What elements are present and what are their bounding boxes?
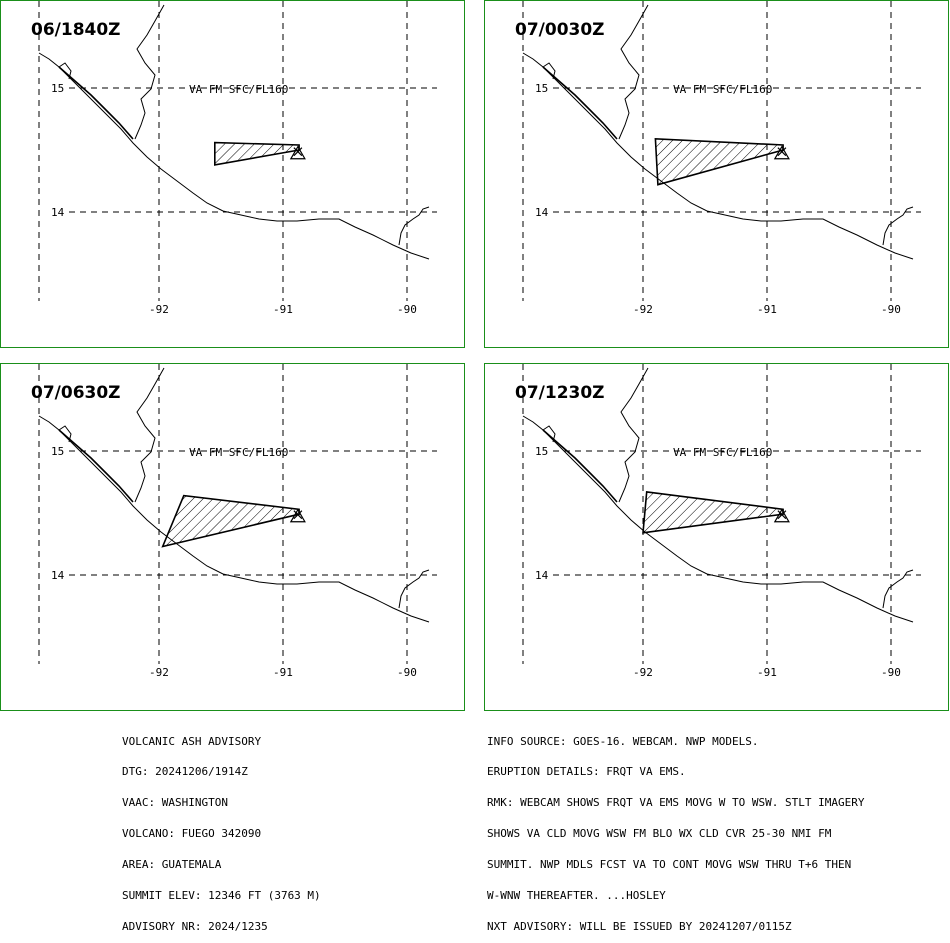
lon-label: -92 [633,666,653,679]
va-height-label: VA FM SFC/FL160 [189,446,288,459]
advisory-line: ADVISORY NR: 2024/1235 [122,919,268,933]
advisory-line: VOLCANIC ASH ADVISORY [122,734,262,748]
coastline [522,415,914,623]
border-line [542,66,618,140]
lon-label: -92 [633,303,653,316]
lon-label: -91 [273,666,293,679]
panel-time: 07/0030Z [515,20,605,40]
advisory-line: AREA: GUATEMALA [122,858,222,872]
lon-label: -91 [757,666,777,679]
lat-label: 14 [51,206,65,219]
advisory-line: INFO SOURCE: GOES-16. WEBCAM. NWP MODELS… [487,734,759,748]
advisory-right: INFO SOURCE: GOES-16. WEBCAM. NWP MODELS… [487,716,865,943]
map-svg: 15 14 -92 -91 -90 VA FM SFC/FL160 07/0630Z [31,364,437,679]
lat-label: 14 [535,569,549,582]
border-line [542,429,618,503]
map-svg: 15 14 -92 -91 -90 VA FM SFC/FL160 07/0030Z [515,1,921,316]
panel-time: 07/1230Z [515,383,605,403]
lat-label: 14 [535,206,549,219]
border-line [398,569,430,609]
advisory-line: VOLCANO: FUEGO 342090 [122,827,262,841]
lon-label: -90 [397,303,417,316]
lat-label: 14 [51,569,65,582]
map-svg: 15 14 -92 -91 -90 VA FM SFC/FL160 06/1840Z [31,1,437,316]
advisory-line: W-WNW THEREAFTER. ...HOSLEY [487,889,666,903]
volcano-icon [289,145,306,160]
border-line [882,569,914,609]
border-line [542,62,556,80]
lon-label: -90 [881,303,901,316]
va-height-label: VA FM SFC/FL160 [673,446,772,459]
lon-label: -92 [149,303,169,316]
map-panel-3: 15 14 -92 -91 -90 VA FM SFC/FL160 07/0630Z [0,363,465,711]
advisory-line: SUMMIT. NWP MDLS FCST VA TO CONT MOVG WS… [487,858,852,872]
border-line [58,62,72,80]
volcano-icon [293,147,303,157]
lon-label: -91 [757,303,777,316]
lat-label: 15 [535,82,548,95]
coastline [522,52,914,260]
advisory-line: RMK: WEBCAM SHOWS FRQT VA EMS MOVG W TO … [487,796,865,810]
border-line [134,4,165,140]
panel-time: 06/1840Z [31,20,121,40]
advisory-line: VAAC: WASHINGTON [122,796,228,810]
map-svg: 15 14 -92 -91 -90 VA FM SFC/FL160 07/1230Z [515,364,921,679]
advisory-left: VOLCANIC ASH ADVISORY DTG: 20241206/1914… [122,716,321,943]
border-line [882,206,914,246]
ash-cloud-polygon [642,491,784,534]
border-line [58,66,134,140]
advisory-line: SUMMIT ELEV: 12346 FT (3763 M) [122,889,321,903]
map-panel-1: 15 14 -92 -91 -90 VA FM SFC/FL160 06/1840Z [0,0,465,348]
lon-label: -90 [881,666,901,679]
border-line [58,425,72,443]
advisory-line: SHOWS VA CLD MOVG WSW FM BLO WX CLD CVR … [487,827,832,841]
volcano-icon [773,508,790,523]
lat-label: 15 [535,445,548,458]
lon-label: -91 [273,303,293,316]
volcano-icon [777,147,787,157]
border-line [398,206,430,246]
map-panel-2: 15 14 -92 -91 -90 VA FM SFC/FL160 07/0030Z [484,0,949,348]
map-panel-4: 15 14 -92 -91 -90 VA FM SFC/FL160 07/1230Z [484,363,949,711]
border-line [618,367,649,503]
ash-cloud-polygon [654,137,784,186]
volcano-icon [777,510,787,520]
lon-label: -90 [397,666,417,679]
ash-cloud-polygon [161,494,300,548]
coastline [38,52,430,260]
volcano-icon [289,508,306,523]
lat-label: 15 [51,82,64,95]
panel-time: 07/0630Z [31,383,121,403]
border-line [542,425,556,443]
lon-label: -92 [149,666,169,679]
advisory-line: ERUPTION DETAILS: FRQT VA EMS. [487,765,686,779]
coastline [38,415,430,623]
ash-cloud-polygon [214,141,300,166]
lat-label: 15 [51,445,64,458]
border-line [134,367,165,503]
advisory-line: NXT ADVISORY: WILL BE ISSUED BY 20241207… [487,919,792,933]
volcano-icon [293,510,303,520]
border-line [58,429,134,503]
advisory-line: DTG: 20241206/1914Z [122,765,248,779]
va-height-label: VA FM SFC/FL160 [673,83,772,96]
border-line [618,4,649,140]
volcano-icon [773,145,790,160]
va-height-label: VA FM SFC/FL160 [189,83,288,96]
